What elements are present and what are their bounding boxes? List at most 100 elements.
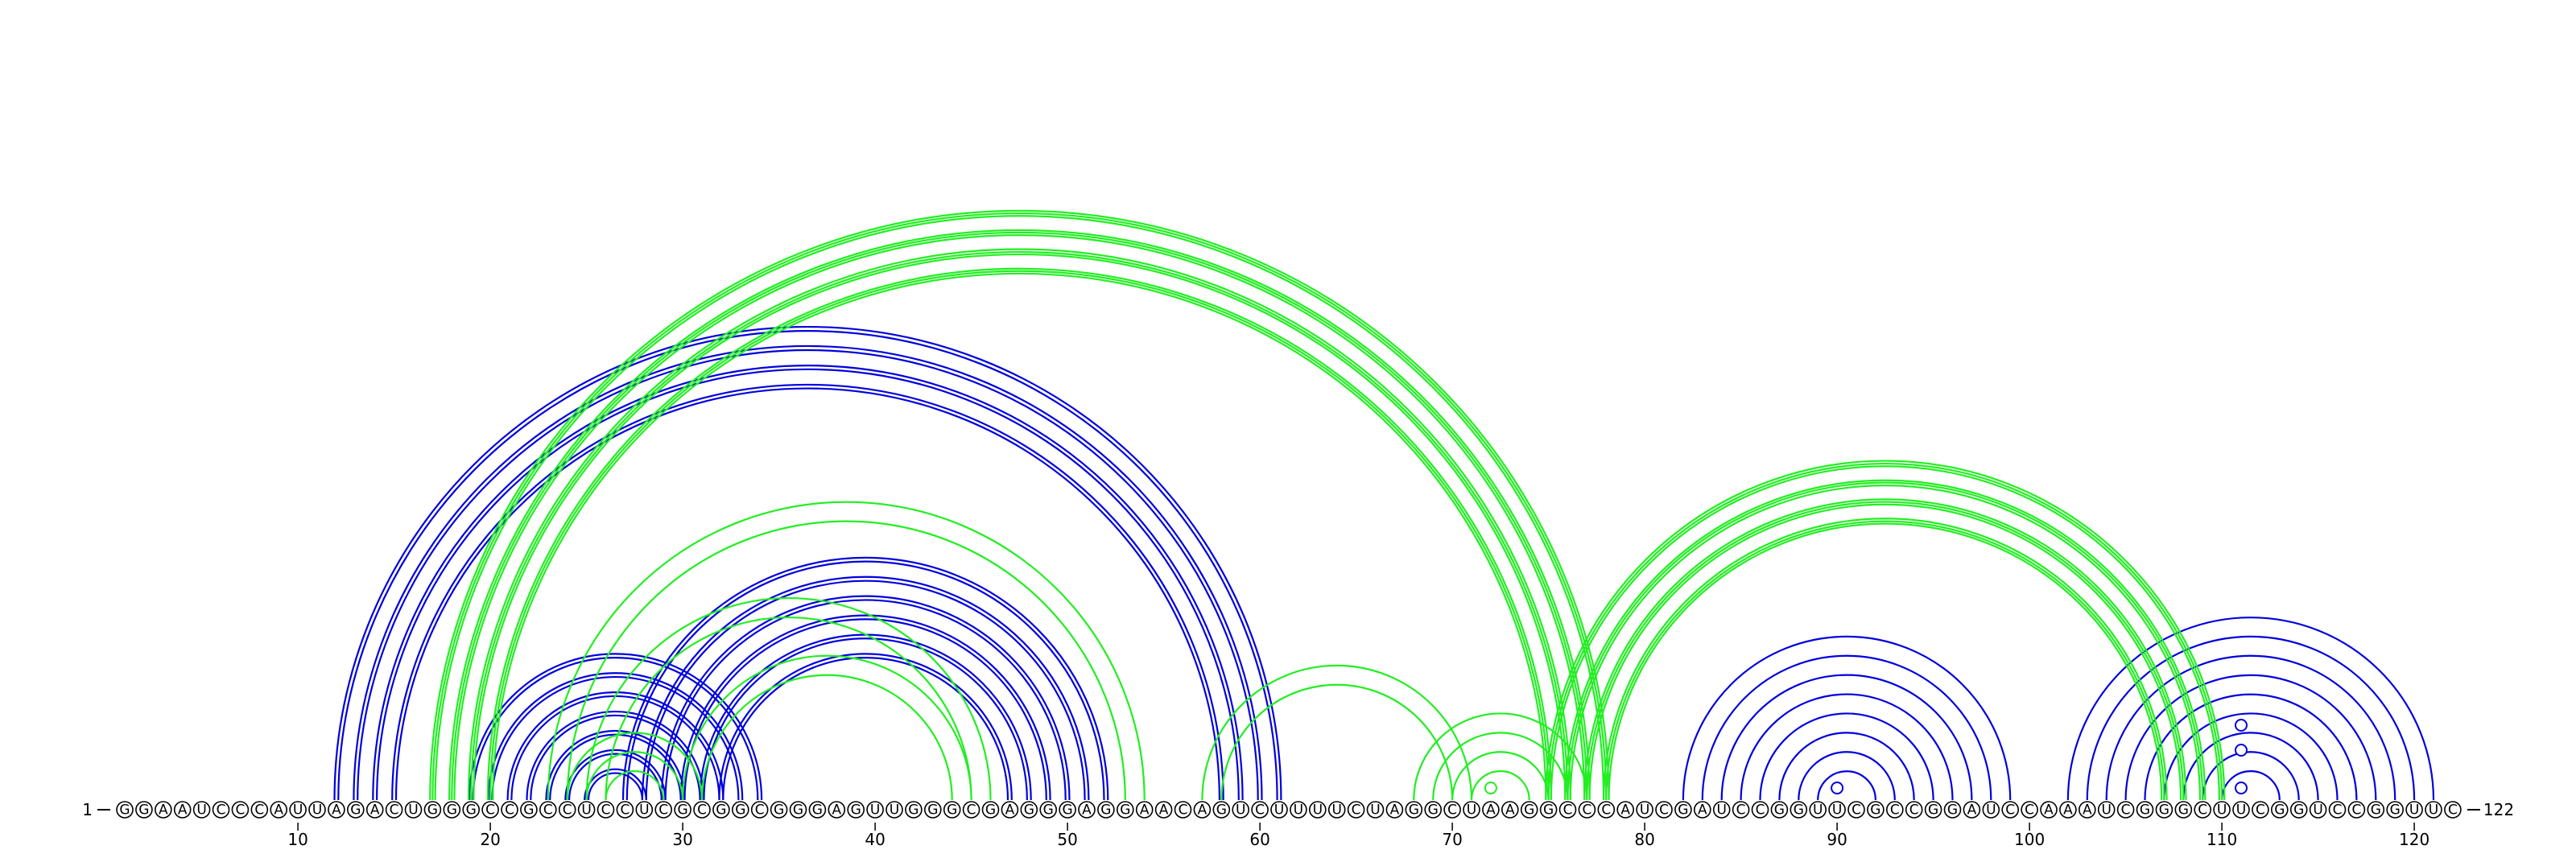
nucleotide-115: U bbox=[2309, 801, 2327, 819]
nucleotide-77: C bbox=[1578, 801, 1596, 819]
nucleotide-118: G bbox=[2367, 801, 2385, 819]
nucleotide-letter: U bbox=[1986, 802, 1996, 819]
base-pair-arc-84-97 bbox=[1720, 674, 1973, 801]
nucleotide-104: U bbox=[2097, 801, 2116, 819]
nucleotide-letter: C bbox=[2005, 802, 2015, 819]
nucleotide-letter: U bbox=[1294, 802, 1303, 819]
nucleotide-letter: C bbox=[1909, 802, 1919, 819]
nucleotide-letter: C bbox=[658, 802, 668, 819]
nucleotide-circle bbox=[2194, 801, 2211, 819]
nucleotide-letter: G bbox=[985, 802, 996, 819]
nucleotide-43: G bbox=[924, 801, 942, 819]
nucleotide-letter: U bbox=[2409, 802, 2419, 819]
nucleotide-circle bbox=[1616, 801, 1634, 819]
base-pair-arc-78-107-strand-1 bbox=[1608, 522, 2163, 801]
nucleotide-109: C bbox=[2194, 801, 2211, 819]
nucleotide-circle bbox=[1405, 801, 1423, 819]
nucleotide-circle bbox=[1327, 801, 1346, 819]
nucleotide-letter: U bbox=[2101, 802, 2111, 819]
nucleotide-20: C bbox=[481, 801, 499, 819]
nucleotide-circle bbox=[924, 801, 942, 819]
nucleotide-21: C bbox=[501, 801, 518, 819]
nucleotide-letter: C bbox=[1659, 802, 1669, 819]
nucleotide-15: C bbox=[385, 801, 403, 819]
nucleotide-9: A bbox=[270, 801, 288, 819]
nucleotide-letter: G bbox=[1428, 802, 1439, 819]
nucleotide-103: A bbox=[2079, 801, 2096, 819]
nucleotide-letter: G bbox=[1063, 802, 1073, 819]
nucleotide-circle bbox=[2289, 801, 2308, 819]
nucleotide-letter: U bbox=[408, 802, 418, 819]
nucleotide-111: U bbox=[2232, 801, 2250, 819]
nucleotide-79: A bbox=[1616, 801, 1634, 819]
nucleotide-circle bbox=[2367, 801, 2385, 819]
base-pair-arc-20-33-strand-1 bbox=[491, 676, 740, 801]
nucleotide-circle bbox=[173, 801, 192, 819]
base-pair-arc-110-113 bbox=[2221, 770, 2281, 801]
nucleotide-circle bbox=[539, 801, 557, 819]
base-pair-arc-23-30-strand-2 bbox=[545, 729, 686, 801]
nucleotide-105: C bbox=[2116, 801, 2135, 819]
nucleotide-letter: G bbox=[1947, 802, 1958, 819]
nucleotide-letter: G bbox=[1043, 802, 1054, 819]
nucleotide-2: G bbox=[135, 801, 153, 819]
nucleotide-letter: U bbox=[2217, 802, 2227, 819]
base-pair-arc-85-96 bbox=[1740, 693, 1954, 801]
nucleotide-86: C bbox=[1751, 801, 1769, 819]
base-pair-arc-14-59-strand-2 bbox=[372, 364, 1244, 801]
nucleotide-letter: C bbox=[1852, 802, 1861, 819]
nucleotide-letter: G bbox=[947, 802, 957, 819]
nucleotide-letter: G bbox=[927, 802, 938, 819]
nucleotide-letter: G bbox=[119, 802, 130, 819]
nucleotide-letter: C bbox=[1563, 802, 1573, 819]
nucleotide-75: G bbox=[1539, 801, 1558, 819]
base-pair-arc-27-52-strand-2 bbox=[621, 556, 1109, 801]
nucleotide-circle bbox=[481, 801, 499, 819]
nucleotide-letter: G bbox=[427, 802, 438, 819]
nucleotide-circle bbox=[1809, 801, 1827, 819]
nucleotide-circle bbox=[501, 801, 518, 819]
base-pair-arc-19-76-strand-1 bbox=[473, 254, 1567, 801]
nucleotide-circle bbox=[1847, 801, 1865, 819]
nucleotide-circle bbox=[866, 801, 884, 819]
nucleotide-circle bbox=[558, 801, 576, 819]
nucleotide-circle bbox=[616, 801, 634, 819]
nucleotide-10: U bbox=[289, 801, 307, 819]
nucleotide-letter: A bbox=[1698, 802, 1707, 819]
nucleotide-letter: G bbox=[1928, 802, 1938, 819]
nucleotide-5: U bbox=[192, 801, 211, 819]
nucleotide-66: U bbox=[1366, 801, 1385, 819]
base-pair-arc-17-78-strand-2 bbox=[431, 212, 1608, 801]
nucleotide-circle bbox=[1097, 801, 1115, 819]
nucleotide-69: G bbox=[1424, 801, 1442, 819]
nucleotide-circle bbox=[2174, 801, 2193, 819]
nucleotide-circle bbox=[1463, 801, 1480, 819]
nucleotide-circle bbox=[2444, 801, 2462, 819]
nucleotide-26: C bbox=[597, 801, 615, 819]
nucleotide-27: C bbox=[616, 801, 634, 819]
nucleotide-28: U bbox=[635, 801, 654, 819]
base-pair-arc-24-53 bbox=[566, 520, 1126, 801]
base-pair-arc-30-45 bbox=[682, 654, 972, 801]
nucleotide-88: G bbox=[1790, 801, 1808, 819]
nucleotide-circle bbox=[770, 801, 788, 819]
nucleotide-letter: G bbox=[1543, 802, 1554, 819]
nucleotide-circle bbox=[1732, 801, 1750, 819]
base-pair-arc-24-29-strand-1 bbox=[568, 753, 663, 801]
axis-tick-label-80: 80 bbox=[1634, 830, 1654, 849]
nucleotide-circle bbox=[1924, 801, 1942, 819]
base-pair-arc-78-107-strand-3 bbox=[1603, 518, 2168, 801]
axis-tick-label-60: 60 bbox=[1249, 830, 1269, 849]
nucleotide-letter: U bbox=[1813, 802, 1823, 819]
nucleotide-53: G bbox=[1117, 801, 1134, 819]
nucleotide-circle bbox=[116, 801, 134, 819]
nucleotide-letter: G bbox=[908, 802, 919, 819]
nucleotide-circle bbox=[289, 801, 307, 819]
base-pair-arc-23-54 bbox=[547, 501, 1146, 801]
base-pair-arc-75-110-strand-3 bbox=[1545, 460, 2226, 801]
nucleotide-letter: U bbox=[870, 802, 880, 819]
nucleotide-96: G bbox=[1943, 801, 1962, 819]
nucleotide-letter: U bbox=[1832, 802, 1842, 819]
base-pair-arc-75-110-strand-2 bbox=[1547, 462, 2223, 801]
nucleotide-41: U bbox=[886, 801, 903, 819]
